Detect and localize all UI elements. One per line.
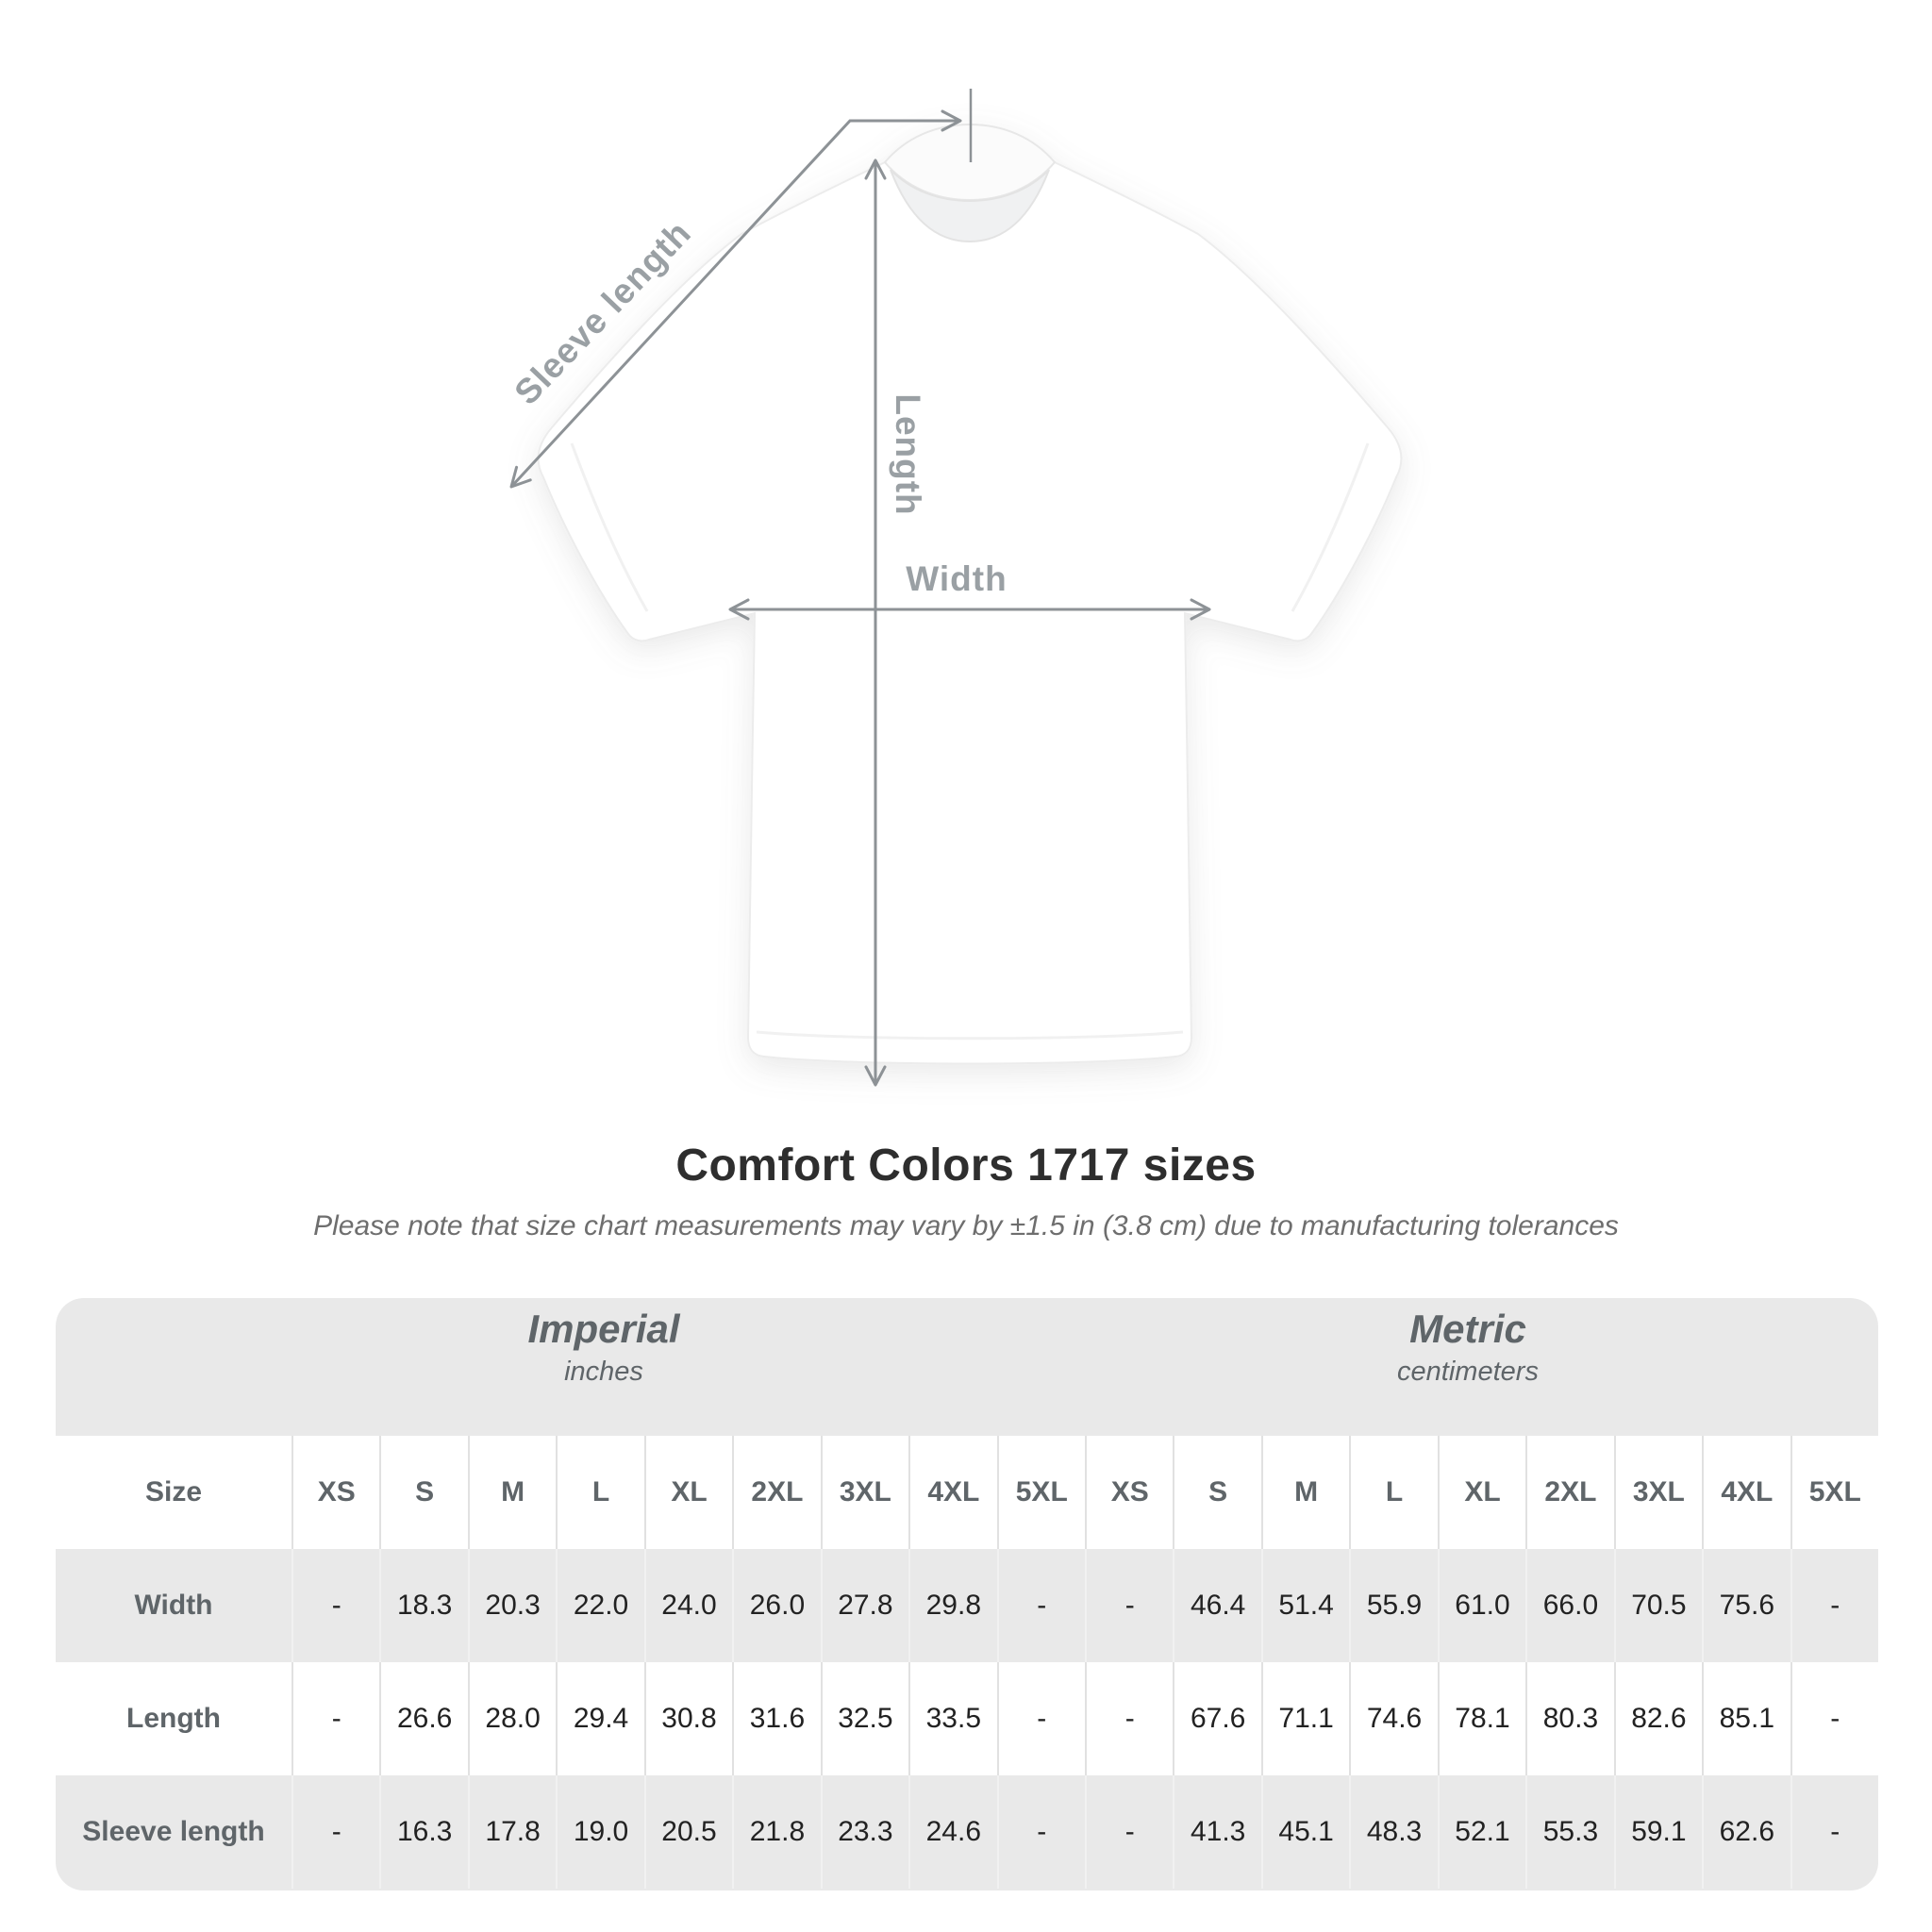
table-cell: - [1790,1549,1878,1662]
size-header: XL [1437,1436,1525,1549]
hem-stitch [756,1030,1184,1041]
table-cell: 26.0 [732,1549,820,1662]
table-cell: 48.3 [1349,1775,1437,1889]
table-cell: 31.6 [732,1662,820,1775]
table-cell: 51.4 [1260,1549,1349,1662]
table-cell: - [1084,1662,1173,1775]
table-cell: 22.0 [556,1549,643,1662]
table-cell: 80.3 [1525,1662,1613,1775]
table-cell: 55.9 [1349,1549,1437,1662]
imperial-group-header: Imperial inches [527,1306,679,1391]
size-header-row: Size XS S M L XL 2XL 3XL 4XL 5XL XS S M … [56,1436,1878,1549]
table-cell: - [291,1549,379,1662]
size-header: 3XL [820,1436,908,1549]
row-label: Width [134,1590,213,1621]
table-cell: 75.6 [1702,1549,1790,1662]
table-cell: 59.1 [1613,1775,1702,1889]
size-header: L [1349,1436,1437,1549]
tshirt-size-diagram: Sleeve length Length Width [507,89,1403,1087]
table-cell: 67.6 [1173,1662,1260,1775]
imperial-title: Imperial [527,1307,680,1351]
table-cell: 28.0 [467,1662,556,1775]
table-cell: 29.4 [556,1662,643,1775]
table-cell: 29.8 [908,1549,996,1662]
size-header: 2XL [1525,1436,1613,1549]
row-label: Sleeve length [82,1816,265,1847]
table-cell: 23.3 [820,1775,908,1889]
table-cell: 62.6 [1702,1775,1790,1889]
table-row-width: Width - 18.3 20.3 22.0 24.0 26.0 27.8 29… [56,1549,1878,1662]
unit-band: Imperial inches Metric centimeters [56,1298,1878,1436]
table-cell: - [1790,1775,1878,1889]
table-cell: 32.5 [820,1662,908,1775]
table-cell: 66.0 [1525,1549,1613,1662]
page-title: Comfort Colors 1717 sizes [675,1141,1257,1191]
imperial-unit: inches [564,1357,643,1387]
table-cell: - [996,1662,1085,1775]
table-cell: - [1084,1549,1173,1662]
metric-group-header: Metric centimeters [1397,1306,1539,1391]
table-cell: - [291,1775,379,1889]
size-header: 3XL [1613,1436,1702,1549]
tshirt-body [537,160,1403,1065]
table-cell: 27.8 [820,1549,908,1662]
table-cell: 21.8 [732,1775,820,1889]
page-subtitle: Please note that size chart measurements… [313,1210,1619,1241]
metric-unit: centimeters [1397,1357,1539,1387]
length-label: Length [889,393,927,515]
size-header: 4XL [1702,1436,1790,1549]
table-cell: 19.0 [556,1775,643,1889]
table-cell: 70.5 [1613,1549,1702,1662]
size-header: XL [643,1436,732,1549]
size-header: 5XL [996,1436,1085,1549]
size-header: L [556,1436,643,1549]
table-cell: - [291,1662,379,1775]
table-cell: 52.1 [1437,1775,1525,1889]
table-cell: - [996,1775,1085,1889]
table-cell: 16.3 [379,1775,467,1889]
size-header: 2XL [732,1436,820,1549]
table-cell: 78.1 [1437,1662,1525,1775]
table-cell: 18.3 [379,1549,467,1662]
table-cell: - [1084,1775,1173,1889]
size-table: Imperial inches Metric centimeters Size … [56,1298,1878,1890]
table-cell: 71.1 [1260,1662,1349,1775]
size-header: S [379,1436,467,1549]
size-header: XS [291,1436,379,1549]
table-cell: 24.6 [908,1775,996,1889]
table-cell: 26.6 [379,1662,467,1775]
size-header: S [1173,1436,1260,1549]
table-cell: 82.6 [1613,1662,1702,1775]
size-header: M [467,1436,556,1549]
table-cell: 85.1 [1702,1662,1790,1775]
table-cell: 24.0 [643,1549,732,1662]
table-cell: 74.6 [1349,1662,1437,1775]
right-sleeve-seam [1291,442,1370,612]
table-cell: 55.3 [1525,1775,1613,1889]
table-row-length: Length - 26.6 28.0 29.4 30.8 31.6 32.5 3… [56,1662,1878,1775]
width-label: Width [906,559,1007,598]
size-header: 4XL [908,1436,996,1549]
table-cell: 30.8 [643,1662,732,1775]
size-header: XS [1084,1436,1173,1549]
metric-title: Metric [1409,1307,1526,1351]
table-cell: - [996,1549,1085,1662]
size-header: M [1260,1436,1349,1549]
table-cell: 41.3 [1173,1775,1260,1889]
table-cell: 17.8 [467,1775,556,1889]
size-col-header: Size [144,1476,203,1507]
table-cell: 45.1 [1260,1775,1349,1889]
row-label: Length [126,1703,221,1734]
sleeve-length-line [509,109,962,489]
size-header: 5XL [1790,1436,1878,1549]
table-cell: 20.5 [643,1775,732,1889]
table-cell: 33.5 [908,1662,996,1775]
table-cell: 46.4 [1173,1549,1260,1662]
table-cell: 61.0 [1437,1549,1525,1662]
table-cell: - [1790,1662,1878,1775]
table-cell: 20.3 [467,1549,556,1662]
table-row-sleeve-length: Sleeve length - 16.3 17.8 19.0 20.5 21.8… [56,1775,1878,1889]
